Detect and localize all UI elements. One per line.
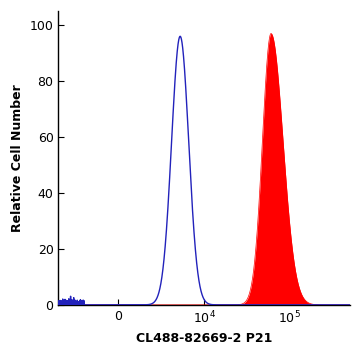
X-axis label: CL488-82669-2 P21: CL488-82669-2 P21	[136, 332, 272, 345]
Y-axis label: Relative Cell Number: Relative Cell Number	[11, 84, 24, 232]
